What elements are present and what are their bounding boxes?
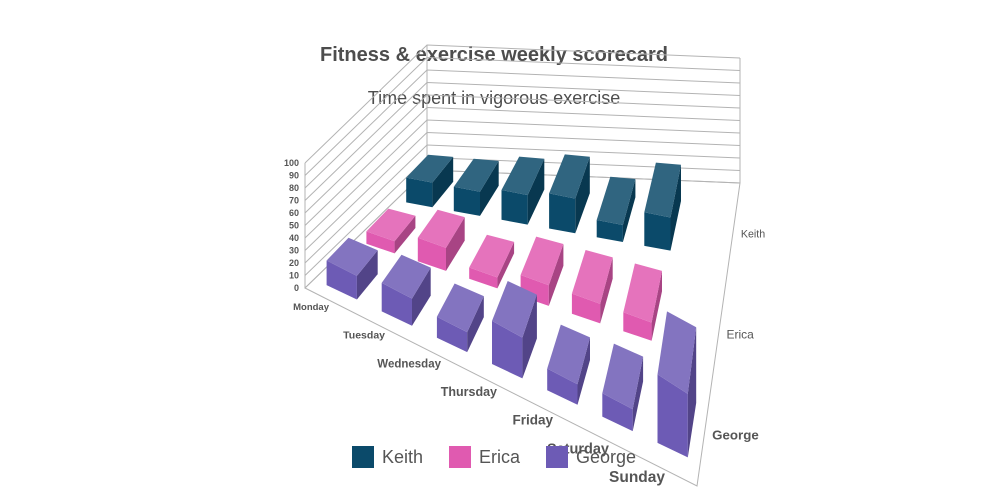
legend-swatch-erica bbox=[448, 446, 471, 468]
bar-george-sunday[interactable] bbox=[657, 311, 697, 458]
bar-keith-thursday[interactable] bbox=[549, 154, 590, 234]
legend-label-erica: Erica bbox=[478, 446, 520, 467]
y-tick-label: 90 bbox=[289, 171, 299, 181]
bar-erica-wednesday[interactable] bbox=[469, 234, 515, 289]
series-axis-label: Erica bbox=[727, 328, 755, 342]
y-tick-label: 60 bbox=[289, 208, 299, 218]
y-tick-label: 50 bbox=[289, 221, 299, 231]
y-tick-label: 0 bbox=[294, 283, 299, 293]
y-tick-label: 100 bbox=[284, 158, 299, 168]
bar-erica-tuesday[interactable] bbox=[417, 209, 465, 271]
bar-erica-saturday[interactable] bbox=[623, 263, 662, 341]
bar-george-thursday[interactable] bbox=[492, 281, 537, 379]
bar-erica-friday[interactable] bbox=[571, 250, 613, 324]
x-tick-label: Tuesday bbox=[343, 330, 385, 342]
legend-item-george[interactable]: George bbox=[546, 446, 636, 468]
bar-keith-monday[interactable] bbox=[406, 154, 454, 208]
bar-george-tuesday[interactable] bbox=[381, 254, 431, 326]
legend-swatch-george bbox=[546, 446, 568, 468]
bar-george-saturday[interactable] bbox=[602, 343, 644, 432]
legend-label-keith: Keith bbox=[381, 446, 423, 467]
x-tick-label: Monday bbox=[293, 302, 330, 313]
y-tick-label: 70 bbox=[289, 196, 299, 206]
series-axis-label: Keith bbox=[741, 229, 765, 241]
legend-item-keith[interactable]: Keith bbox=[351, 446, 423, 468]
x-tick-label: Friday bbox=[512, 413, 553, 428]
y-tick-label: 40 bbox=[289, 233, 299, 243]
bar-keith-tuesday[interactable] bbox=[453, 158, 499, 216]
bar-george-wednesday[interactable] bbox=[436, 283, 484, 353]
bar-erica-monday[interactable] bbox=[366, 208, 416, 254]
chart-legend: Keith Erica George bbox=[0, 446, 988, 468]
legend-swatch-keith bbox=[351, 446, 374, 468]
bar-george-friday[interactable] bbox=[547, 324, 590, 405]
bar-keith-wednesday[interactable] bbox=[501, 156, 545, 225]
chart-title: Fitness & exercise weekly scorecard bbox=[320, 44, 668, 66]
bar-keith-saturday[interactable] bbox=[644, 162, 681, 251]
gridlines bbox=[304, 44, 741, 487]
gridline-100 bbox=[304, 44, 741, 164]
x-tick-label: Sunday bbox=[609, 469, 665, 486]
y-tick-label: 10 bbox=[289, 271, 299, 281]
y-tick-label: 20 bbox=[289, 258, 299, 268]
y-tick-label: 80 bbox=[289, 183, 299, 193]
floor-outline bbox=[304, 169, 741, 487]
bar-keith-friday[interactable] bbox=[596, 176, 636, 242]
legend-item-erica[interactable]: Erica bbox=[448, 446, 520, 468]
y-tick-label: 30 bbox=[289, 246, 299, 256]
bar-erica-thursday[interactable] bbox=[520, 236, 564, 306]
bars bbox=[326, 154, 697, 458]
bar-george-monday[interactable] bbox=[326, 237, 378, 300]
series-axis-label: George bbox=[712, 428, 759, 443]
legend-label-george: George bbox=[576, 446, 637, 467]
x-tick-label: Wednesday bbox=[377, 358, 441, 370]
x-tick-label: Thursday bbox=[441, 385, 497, 399]
